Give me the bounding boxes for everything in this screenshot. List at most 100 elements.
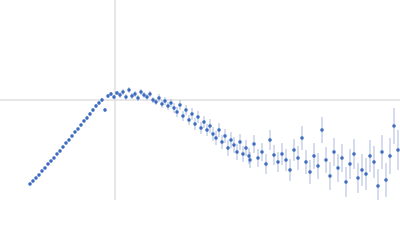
- data-point: [112, 95, 116, 99]
- data-point: [248, 158, 252, 162]
- data-point: [184, 108, 188, 112]
- data-point: [196, 115, 200, 119]
- data-point: [40, 169, 44, 173]
- data-point: [61, 145, 65, 149]
- data-point: [46, 162, 50, 166]
- data-point: [376, 184, 380, 188]
- data-point: [124, 95, 128, 99]
- data-point: [37, 173, 41, 177]
- data-point: [34, 176, 38, 180]
- data-point: [175, 110, 179, 114]
- data-point: [133, 92, 137, 96]
- data-point: [172, 106, 176, 110]
- data-point: [118, 93, 122, 97]
- data-point: [73, 130, 77, 134]
- data-point: [58, 149, 62, 153]
- data-point: [324, 158, 328, 162]
- data-point: [241, 152, 245, 156]
- data-point: [178, 103, 182, 107]
- data-point: [94, 104, 98, 108]
- data-point: [264, 162, 268, 166]
- data-point: [300, 136, 304, 140]
- data-point: [49, 159, 53, 163]
- data-point: [256, 156, 260, 160]
- data-point: [121, 90, 125, 94]
- data-point: [229, 138, 233, 142]
- data-point: [392, 124, 396, 128]
- data-point: [272, 153, 276, 157]
- data-point: [217, 128, 221, 132]
- data-point: [199, 126, 203, 130]
- data-point: [304, 160, 308, 164]
- data-point: [148, 92, 152, 96]
- data-point: [163, 99, 167, 103]
- data-point: [64, 141, 68, 145]
- data-point: [160, 102, 164, 106]
- data-point: [181, 114, 185, 118]
- data-point: [238, 140, 242, 144]
- data-point: [145, 95, 149, 99]
- data-point: [103, 108, 107, 112]
- data-point: [85, 116, 89, 120]
- data-point: [292, 148, 296, 152]
- data-point: [187, 118, 191, 122]
- data-point: [166, 104, 170, 108]
- data-point: [252, 142, 256, 146]
- data-point: [235, 150, 239, 154]
- data-point: [308, 170, 312, 174]
- data-point: [76, 127, 80, 131]
- data-point: [296, 156, 300, 160]
- data-point: [360, 168, 364, 172]
- data-point: [312, 154, 316, 158]
- data-point: [247, 154, 251, 158]
- data-point: [115, 91, 119, 95]
- data-point: [136, 96, 140, 100]
- data-point: [109, 92, 113, 96]
- data-point: [157, 96, 161, 100]
- data-point: [328, 174, 332, 178]
- data-point: [364, 172, 368, 176]
- data-point: [55, 152, 59, 156]
- data-point: [316, 164, 320, 168]
- data-point: [336, 166, 340, 170]
- data-point: [82, 119, 86, 123]
- data-point: [151, 98, 155, 102]
- data-point: [344, 180, 348, 184]
- data-point: [380, 150, 384, 154]
- data-point: [356, 176, 360, 180]
- data-point: [79, 123, 83, 127]
- data-point: [91, 108, 95, 112]
- data-point: [43, 166, 47, 170]
- data-point: [67, 138, 71, 142]
- data-point: [384, 178, 388, 182]
- data-point: [372, 160, 376, 164]
- chart: [0, 0, 400, 200]
- data-point: [28, 182, 32, 186]
- data-point: [340, 156, 344, 160]
- data-point: [70, 134, 74, 138]
- data-point: [97, 101, 101, 105]
- data-point: [106, 94, 110, 98]
- data-point: [208, 124, 212, 128]
- data-point: [260, 150, 264, 154]
- data-point: [52, 156, 56, 160]
- data-point: [320, 128, 324, 132]
- data-point: [352, 152, 356, 156]
- data-point: [202, 120, 206, 124]
- data-point: [169, 101, 173, 105]
- data-point: [88, 112, 92, 116]
- data-point: [139, 90, 143, 94]
- data-point: [396, 148, 400, 152]
- data-point: [288, 168, 292, 172]
- data-point: [268, 138, 272, 142]
- data-point: [154, 100, 158, 104]
- data-point: [100, 98, 104, 102]
- data-point: [332, 150, 336, 154]
- data-point: [284, 158, 288, 162]
- data-point: [368, 154, 372, 158]
- data-point: [388, 154, 392, 158]
- data-point: [220, 140, 224, 144]
- data-point: [130, 94, 134, 98]
- data-point: [127, 88, 131, 92]
- data-point: [226, 146, 230, 150]
